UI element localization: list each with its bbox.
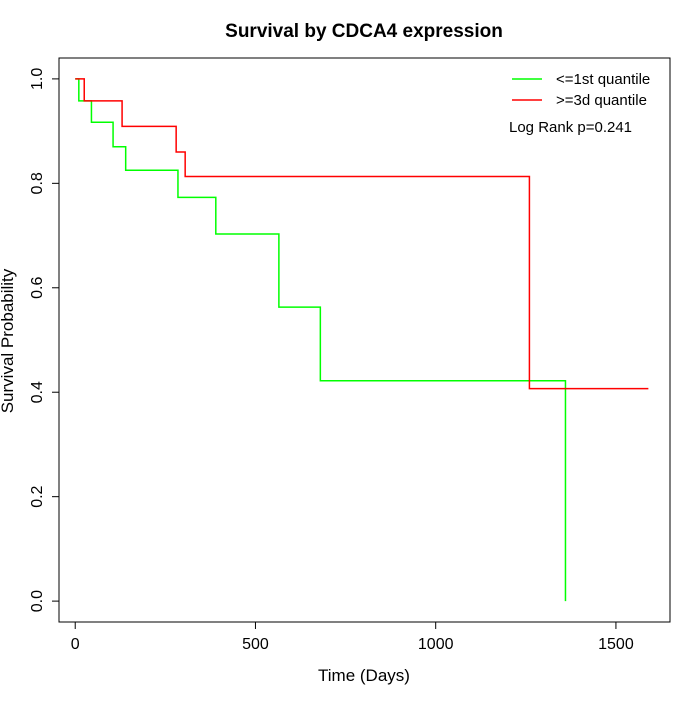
y-axis-label: Survival Probability: [0, 268, 17, 413]
x-tick-label: 1000: [418, 636, 454, 653]
log-rank-annotation: Log Rank p=0.241: [509, 119, 632, 136]
x-tick-label: 1500: [598, 636, 634, 653]
y-tick-label: 0.4: [29, 381, 46, 403]
series-line-2: [75, 78, 649, 390]
y-tick-label: 0.8: [29, 172, 46, 194]
y-axis: 0.0 0.2 0.4 0.6 0.8 1.0: [29, 68, 59, 612]
y-tick-label: 0.0: [29, 590, 46, 612]
plot-area: [58, 57, 671, 623]
series-layer: [75, 78, 649, 602]
series-line-1: [75, 78, 567, 602]
y-tick-label: 1.0: [29, 68, 46, 90]
x-axis: 0 500 1000 1500: [71, 622, 634, 653]
x-tick-label: 500: [242, 636, 269, 653]
legend-label: >=3d quantile: [556, 92, 647, 109]
x-tick-label: 0: [71, 636, 80, 653]
y-tick-label: 0.6: [29, 277, 46, 299]
chart-title: Survival by CDCA4 expression: [225, 21, 503, 42]
y-tick-label: 0.2: [29, 485, 46, 507]
x-axis-label: Time (Days): [318, 666, 410, 685]
legend: <=1st quantile >=3d quantile: [512, 71, 650, 109]
legend-label: <=1st quantile: [556, 71, 650, 88]
